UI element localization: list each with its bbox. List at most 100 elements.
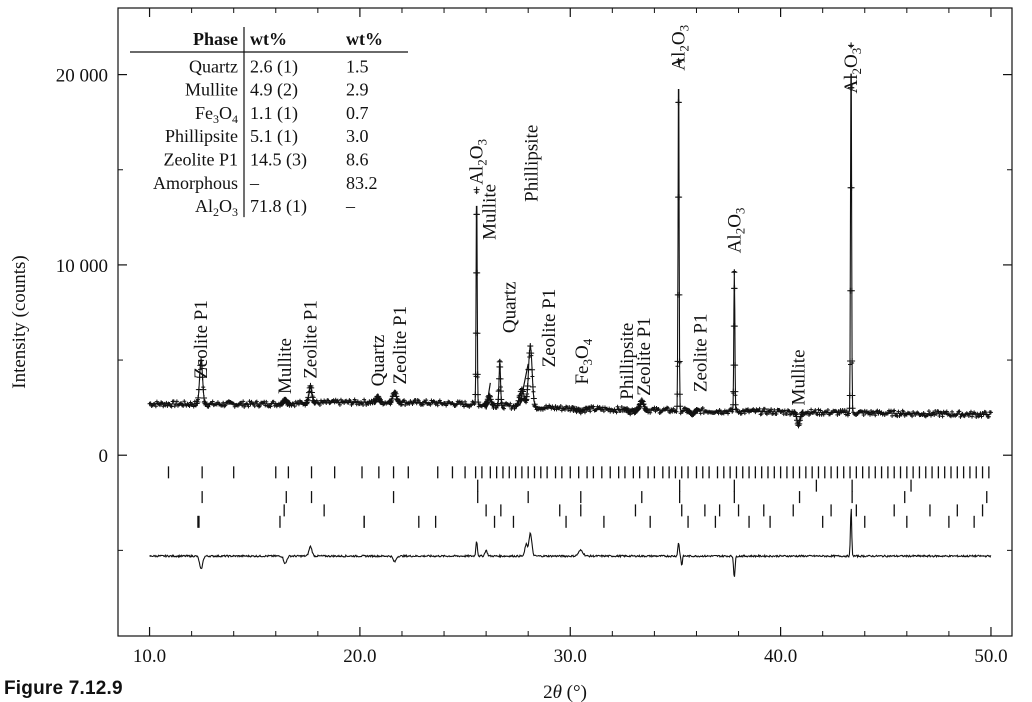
observed-point (597, 405, 602, 410)
x-tick-label: 20.0 (343, 646, 376, 667)
observed-point (195, 394, 202, 401)
observed-point (338, 397, 343, 402)
observed-point (474, 269, 481, 276)
observed-point (391, 389, 398, 396)
observed-point (920, 413, 925, 418)
observed-point (252, 404, 257, 409)
observed-point (148, 401, 153, 406)
observed-points (147, 42, 993, 429)
observed-point (873, 413, 878, 418)
observed-point (445, 402, 450, 407)
peak-label: Phillipsite (521, 125, 542, 202)
plot-frame (117, 7, 1013, 637)
observed-point (849, 357, 856, 364)
table-wt1-cell: – (249, 173, 260, 193)
y-tick-label: 20 000 (56, 66, 108, 87)
observed-point (746, 407, 751, 412)
observed-point (264, 399, 269, 404)
observed-point (731, 323, 738, 330)
observed-point (241, 399, 246, 404)
observed-point (529, 383, 536, 390)
observed-point (897, 414, 902, 419)
observed-point (239, 400, 244, 405)
observed-point (896, 409, 901, 414)
observed-point (326, 398, 331, 403)
observed-point (469, 403, 474, 408)
observed-point (428, 402, 433, 407)
observed-point (402, 398, 407, 403)
observed-point (668, 410, 673, 415)
observed-point (818, 408, 823, 413)
observed-point (653, 409, 658, 414)
observed-point (161, 404, 166, 409)
observed-point (289, 403, 294, 408)
observed-point (529, 366, 536, 373)
observed-point (311, 399, 318, 406)
table-wt2-cell: – (345, 196, 356, 216)
observed-point (864, 409, 869, 414)
observed-point (416, 398, 421, 403)
table-phase-cell: Amorphous (153, 173, 238, 193)
observed-point (309, 394, 316, 401)
observed-point (191, 404, 196, 409)
observed-point (553, 404, 558, 409)
observed-point (848, 84, 855, 91)
peak-label: Zeolite P1 (390, 306, 411, 385)
observed-point (868, 412, 873, 417)
peak-label: Fe3O4 (572, 338, 595, 384)
observed-point (910, 414, 915, 419)
peak-label: Quartz (499, 281, 520, 333)
observed-point (765, 408, 770, 413)
observed-point (977, 413, 982, 418)
observed-point (153, 404, 158, 409)
observed-point (434, 400, 439, 405)
observed-point (460, 402, 465, 407)
observed-point (198, 362, 205, 369)
observed-point (498, 402, 505, 409)
observed-point (877, 409, 882, 414)
observed-point (615, 404, 620, 409)
observed-point (872, 410, 877, 415)
observed-point (437, 398, 442, 403)
observed-point (432, 399, 437, 404)
observed-point (983, 410, 988, 415)
observed-point (574, 406, 581, 413)
observed-point (272, 403, 277, 408)
observed-point (588, 409, 593, 414)
axes: 10.0 20.0 30.0 40.0 50.0 0 10 000 20 000 (56, 7, 1013, 667)
observed-point (512, 406, 517, 411)
observed-point (607, 406, 612, 411)
observed-point (199, 374, 206, 381)
observed-point (486, 392, 493, 399)
observed-point (210, 399, 215, 404)
table-wt2-cell: 0.7 (346, 103, 369, 123)
observed-point (423, 400, 428, 405)
observed-point (809, 407, 814, 412)
peak-label: Quartz (368, 335, 389, 387)
observed-point (638, 397, 645, 404)
observed-point (188, 400, 193, 405)
observed-point (333, 397, 338, 402)
arrow-head (518, 396, 525, 406)
observed-point (514, 401, 521, 408)
table-wt2-cell: 2.9 (346, 80, 369, 100)
observed-point (566, 407, 571, 412)
observed-point (543, 406, 548, 411)
observed-point (759, 411, 764, 416)
observed-point (737, 409, 742, 414)
observed-point (187, 404, 192, 409)
observed-point (530, 395, 537, 402)
observed-point (335, 398, 340, 403)
observed-point (950, 409, 955, 414)
peak-label: Zeolite P1 (691, 313, 712, 392)
observed-point (364, 402, 369, 407)
observed-point (160, 400, 165, 405)
peak-label: Mullite (479, 184, 500, 240)
table-phase-cell: Phillipsite (165, 126, 238, 146)
observed-point (392, 390, 399, 397)
observed-point (846, 411, 851, 416)
observed-point (675, 364, 680, 369)
table-phase-cell: Mullite (185, 80, 238, 100)
table-wt1-cell: 71.8 (1) (250, 196, 307, 217)
